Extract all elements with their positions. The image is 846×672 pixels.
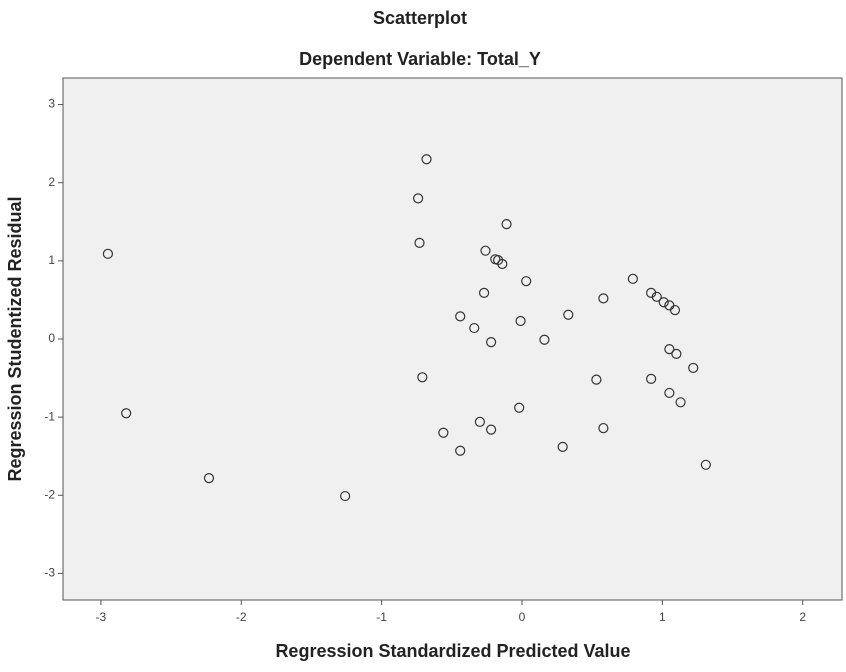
- plot-area: [63, 78, 842, 600]
- x-tick-label: 0: [519, 610, 526, 624]
- y-axis-label: Regression Studentized Residual: [5, 196, 25, 481]
- x-tick-label: 1: [659, 610, 666, 624]
- chart-subtitle: Dependent Variable: Total_Y: [299, 49, 541, 69]
- x-axis-label: Regression Standardized Predicted Value: [275, 641, 630, 661]
- y-tick-label: -3: [44, 566, 55, 580]
- page: Scatterplot Dependent Variable: Total_Y …: [0, 0, 846, 672]
- x-tick-label: -3: [96, 610, 107, 624]
- x-tick-label: -1: [376, 610, 387, 624]
- y-tick-label: 3: [48, 97, 55, 111]
- chart: Scatterplot Dependent Variable: Total_Y …: [0, 0, 846, 667]
- y-tick-label: 1: [48, 253, 55, 267]
- x-tick-label: 2: [799, 610, 806, 624]
- x-tick-label: -2: [236, 610, 247, 624]
- y-tick-label: -2: [44, 487, 55, 501]
- y-tick-label: 2: [48, 175, 55, 189]
- y-tick-label: -1: [44, 409, 55, 423]
- y-tick-label: 0: [48, 331, 55, 345]
- chart-title: Scatterplot: [373, 8, 467, 28]
